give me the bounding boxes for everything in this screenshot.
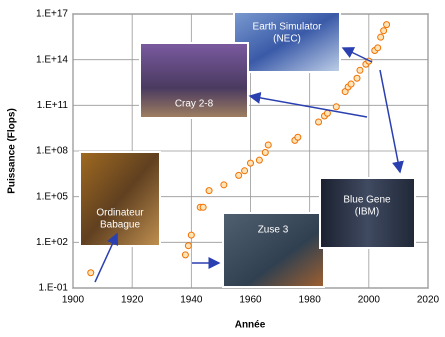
- point: [323, 109, 331, 117]
- point: [332, 103, 340, 111]
- point: [377, 33, 385, 41]
- arrow: [379, 69, 404, 174]
- point: [383, 21, 391, 29]
- arrows: [94, 47, 404, 283]
- x-tick-label: 2020: [417, 295, 440, 306]
- point: [353, 74, 361, 82]
- point: [220, 181, 228, 189]
- y-tick-label: 1.E+17: [36, 9, 68, 20]
- x-tick-label: 2000: [358, 295, 381, 306]
- inset-image: [222, 212, 325, 288]
- x-tick-label: 1980: [299, 295, 322, 306]
- point: [184, 242, 192, 250]
- point: [255, 156, 263, 164]
- inset-image: [139, 42, 249, 119]
- x-tick-label: 1940: [180, 295, 203, 306]
- x-tick-label: 1900: [62, 295, 85, 306]
- point: [380, 27, 388, 35]
- y-tick-label: 1.E+14: [36, 54, 68, 65]
- inset-image: [233, 11, 341, 73]
- point: [294, 133, 302, 141]
- point: [347, 80, 355, 88]
- point: [241, 167, 249, 175]
- points: [87, 21, 391, 277]
- point: [356, 66, 364, 74]
- inset-label: Earth Simulator: [253, 22, 323, 33]
- point: [235, 171, 243, 179]
- y-tick-label: 1.E+11: [37, 100, 69, 111]
- insets: Earth Simulator(NEC) Cray 2-8 OrdinateurBa…: [79, 11, 416, 288]
- arrow: [94, 232, 119, 283]
- y-tick-label: 1.E+08: [36, 146, 68, 157]
- inset-image: [79, 151, 161, 247]
- inset-image: [319, 177, 416, 249]
- y-tick-label: 1.E+02: [36, 237, 68, 248]
- y-tick-label: 1.E+05: [36, 191, 68, 202]
- point: [315, 118, 323, 126]
- inset-label: Cray 2-8: [175, 99, 214, 110]
- point: [247, 159, 254, 167]
- x-axis-label: Année: [235, 320, 266, 331]
- inset-label: Ordinateur: [96, 208, 144, 219]
- point: [187, 231, 195, 239]
- inset-label: Babague: [100, 220, 140, 231]
- inset-label: (IBM): [355, 207, 379, 218]
- y-tick-label: 1.E-01: [39, 283, 69, 294]
- arrow: [248, 91, 368, 118]
- point: [199, 203, 207, 211]
- inset-label: Zuse 3: [258, 225, 289, 236]
- point: [181, 251, 189, 259]
- x-tick-label: 1960: [239, 295, 262, 306]
- inset-label: Blue Gene: [343, 195, 391, 206]
- point: [261, 148, 269, 156]
- point: [374, 44, 382, 52]
- y-axis-label: Puissance (Flops): [7, 108, 18, 194]
- point: [264, 141, 272, 149]
- x-tick-label: 1920: [121, 295, 144, 306]
- inset-label: (NEC): [273, 34, 301, 45]
- point: [87, 269, 95, 277]
- arrow: [341, 47, 373, 63]
- point: [205, 187, 213, 195]
